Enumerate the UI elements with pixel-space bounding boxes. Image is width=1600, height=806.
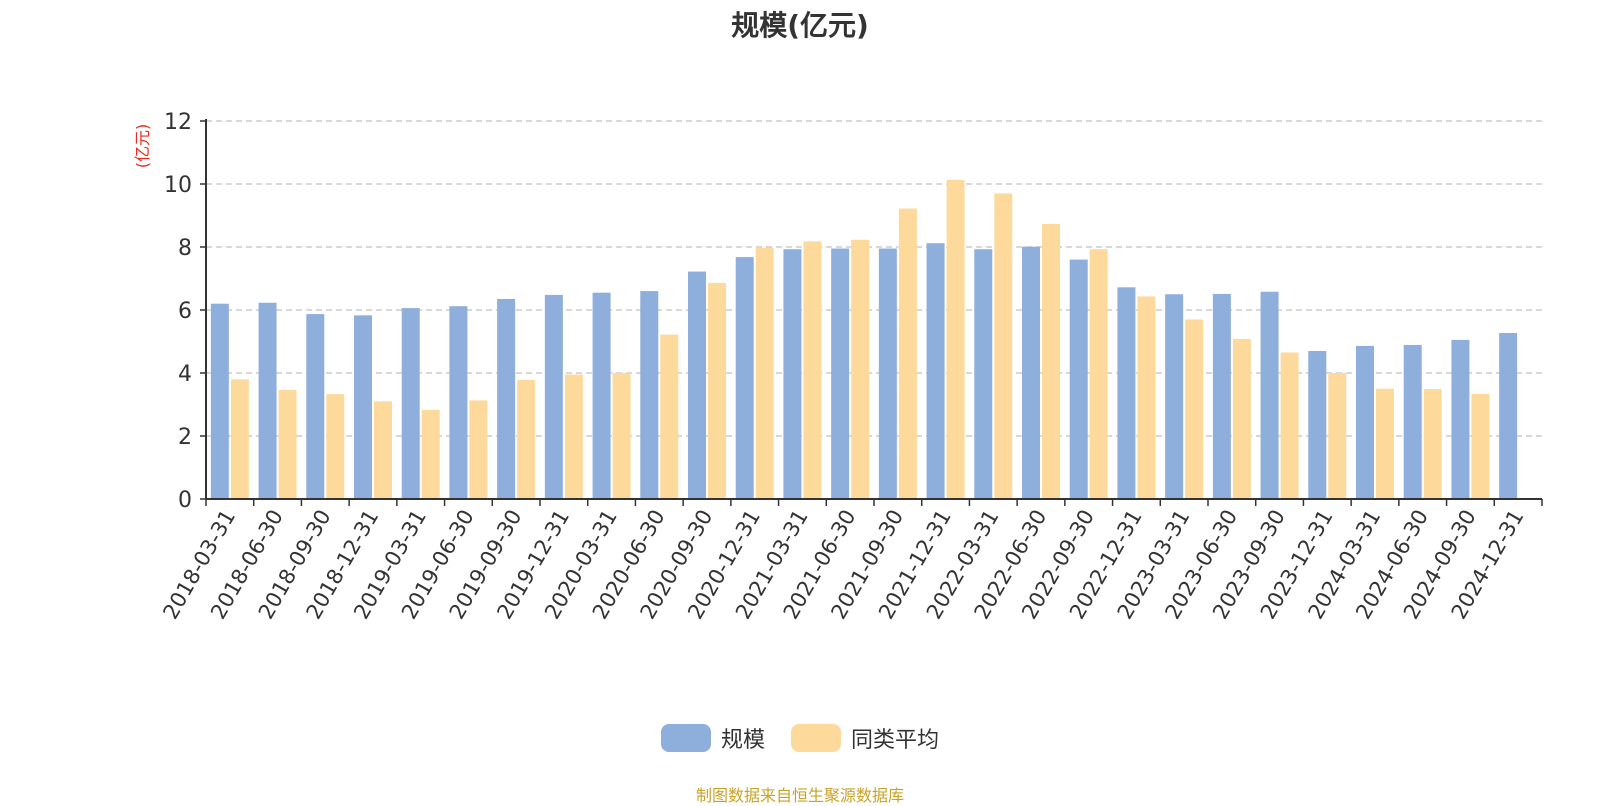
chart-title: 规模(亿元) — [731, 9, 869, 42]
legend: 规模 同类平均 — [0, 722, 1600, 754]
bar-peer-average[interactable] — [1185, 319, 1204, 499]
legend-label-scale: 规模 — [720, 728, 765, 753]
bar-scale[interactable] — [974, 249, 993, 499]
y-tick-label: 2 — [178, 425, 192, 450]
bar-scale[interactable] — [544, 294, 563, 499]
bar-peer-average[interactable] — [421, 409, 440, 499]
bar-peer-average[interactable] — [1471, 393, 1490, 499]
bar-peer-average[interactable] — [946, 179, 965, 499]
bar-scale[interactable] — [354, 315, 372, 499]
bar-scale[interactable] — [1451, 339, 1470, 499]
bar-scale[interactable] — [258, 302, 277, 499]
bar-peer-average[interactable] — [1232, 338, 1251, 499]
bar-peer-average[interactable] — [994, 193, 1013, 499]
bar-peer-average[interactable] — [851, 239, 870, 499]
legend-swatch-peer-average — [791, 724, 841, 752]
y-tick-label: 4 — [178, 362, 192, 387]
bar-peer-average[interactable] — [803, 241, 822, 499]
bar-scale[interactable] — [1165, 294, 1184, 499]
bar-peer-average[interactable] — [1376, 388, 1394, 499]
bar-scale[interactable] — [688, 271, 706, 499]
y-tick-label: 12 — [164, 110, 192, 135]
y-axis-label: (亿元) — [133, 124, 152, 169]
bar-peer-average[interactable] — [1042, 224, 1060, 499]
bar-peer-average[interactable] — [374, 401, 392, 499]
bar-scale[interactable] — [1022, 246, 1040, 499]
legend-item-scale[interactable]: 规模 — [660, 722, 765, 754]
legend-swatch-scale — [660, 724, 711, 752]
bar-scale[interactable] — [401, 308, 420, 499]
bar-peer-average[interactable] — [660, 334, 679, 499]
bar-peer-average[interactable] — [230, 379, 249, 499]
bar-peer-average[interactable] — [1089, 249, 1108, 499]
bar-scale[interactable] — [1356, 345, 1374, 499]
bar-peer-average[interactable] — [1137, 296, 1156, 499]
bar-scale[interactable] — [926, 243, 945, 499]
legend-item-peer-average[interactable]: 同类平均 — [791, 722, 939, 754]
bar-peer-average[interactable] — [1328, 373, 1347, 499]
bar-scale[interactable] — [1260, 291, 1279, 499]
bar-scale[interactable] — [306, 314, 325, 499]
bar-scale[interactable] — [783, 249, 802, 499]
bar-scale[interactable] — [1212, 293, 1231, 499]
bar-scale[interactable] — [1308, 350, 1327, 499]
data-source-note: 制图数据来自恒生聚源数据库 — [695, 786, 904, 805]
bar-scale[interactable] — [592, 292, 611, 499]
bar-scale[interactable] — [878, 248, 897, 499]
bar-peer-average[interactable] — [278, 390, 297, 499]
bar-peer-average[interactable] — [708, 282, 726, 499]
y-tick-label: 0 — [178, 488, 192, 513]
bar-scale[interactable] — [497, 298, 516, 499]
bar-scale[interactable] — [735, 257, 754, 499]
bar-peer-average[interactable] — [469, 400, 488, 499]
bar-scale[interactable] — [449, 306, 468, 499]
y-tick-label: 8 — [178, 236, 192, 261]
bar-peer-average[interactable] — [564, 374, 583, 499]
bar-peer-average[interactable] — [517, 379, 536, 499]
bar-scale[interactable] — [1069, 259, 1088, 499]
bar-scale[interactable] — [831, 248, 850, 499]
legend-label-peer-average: 同类平均 — [851, 728, 940, 753]
y-tick-label: 10 — [164, 173, 192, 198]
bar-scale[interactable] — [1403, 344, 1422, 499]
bar-peer-average[interactable] — [1280, 352, 1299, 499]
bar-peer-average[interactable] — [326, 394, 345, 499]
bar-scale[interactable] — [1117, 287, 1136, 499]
bar-peer-average[interactable] — [612, 373, 631, 499]
bar-peer-average[interactable] — [898, 208, 917, 499]
y-tick-label: 6 — [178, 299, 192, 324]
bar-scale[interactable] — [210, 303, 229, 499]
bar-peer-average[interactable] — [755, 247, 774, 499]
bar-scale[interactable] — [640, 291, 659, 499]
bars — [210, 179, 1518, 499]
bar-peer-average[interactable] — [1423, 389, 1442, 499]
bar-scale[interactable] — [1499, 332, 1518, 499]
